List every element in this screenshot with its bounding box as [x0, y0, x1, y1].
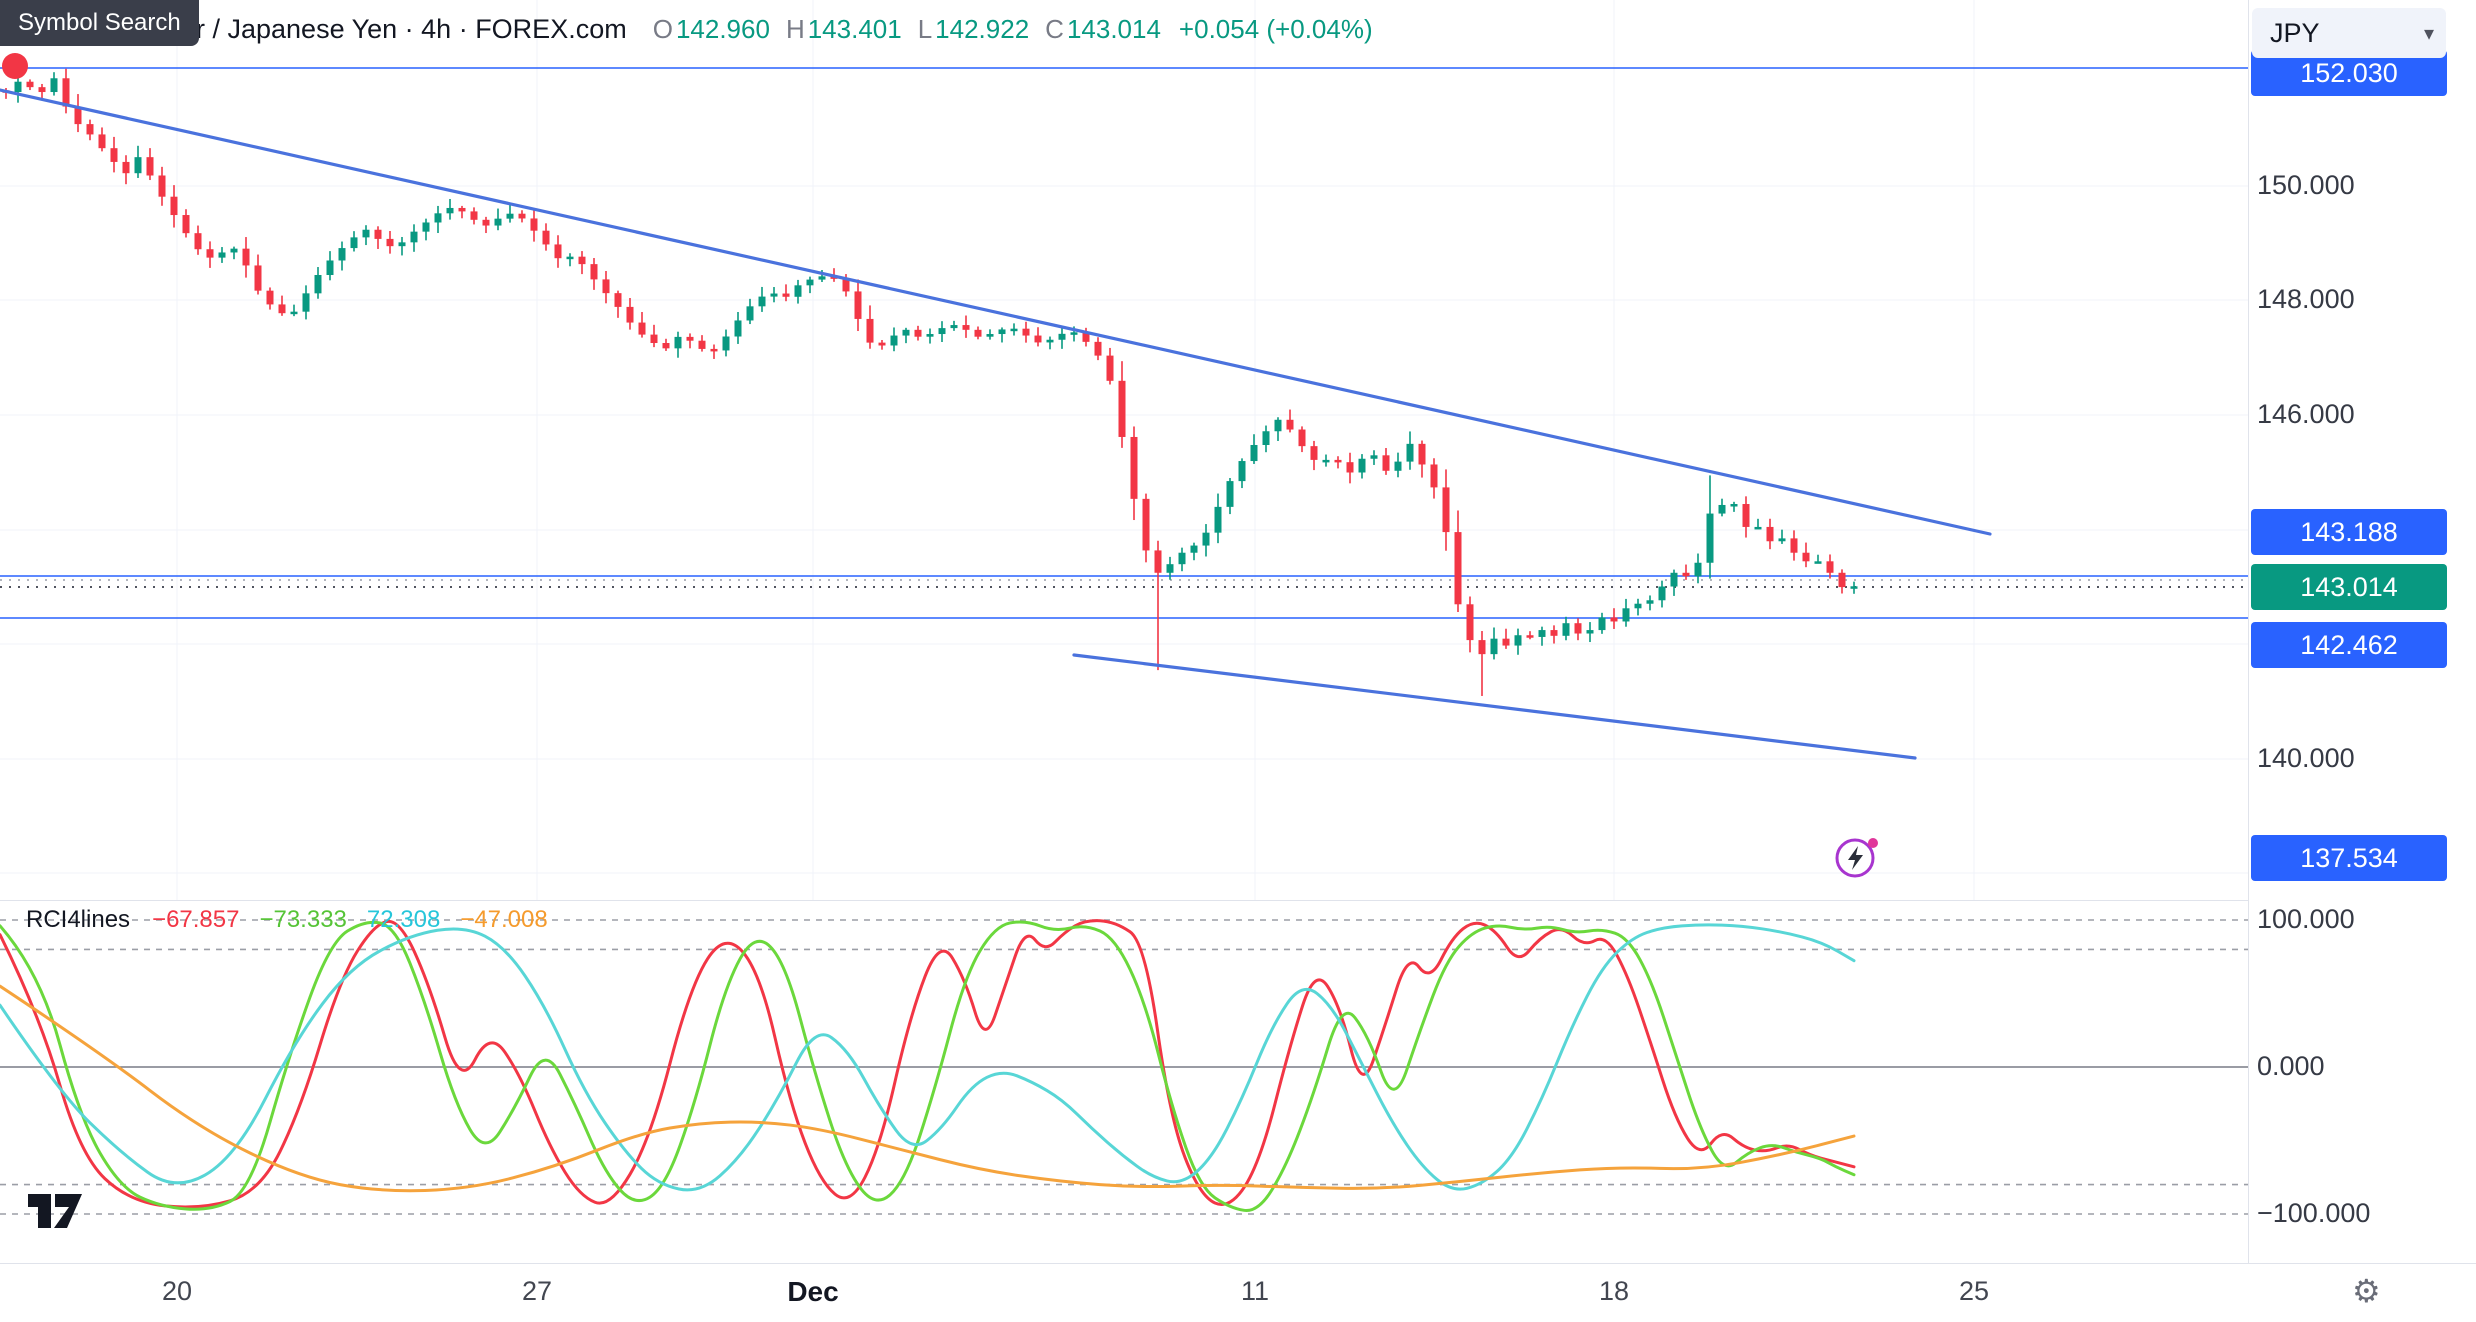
- ohlc-letter: C: [1045, 13, 1064, 44]
- time-axis[interactable]: 20 27 Dec 11 18 25: [0, 1263, 2476, 1322]
- pane-separator[interactable]: [0, 900, 2476, 901]
- ohlc-letter: H: [785, 13, 805, 44]
- price-axis-label: 100.000: [2257, 904, 2355, 934]
- time-axis-label: 27: [521, 1276, 553, 1306]
- indicator-value: −73.333: [259, 906, 347, 933]
- main-chart-pane[interactable]: [0, 0, 2248, 900]
- time-axis-label: 25: [1958, 1276, 1990, 1306]
- rci-line-short: [0, 919, 1856, 1209]
- price-axis-label: 150.000: [2257, 170, 2355, 200]
- price-change: +0.054 (+0.04%): [1178, 13, 1373, 44]
- currency-selector[interactable]: JPY ▾: [2252, 8, 2446, 58]
- price-axis-label: 146.000: [2257, 399, 2355, 429]
- rci-line-long: [0, 923, 1856, 1192]
- indicator-value: 72.308: [366, 906, 441, 933]
- price-axis-separator: [2248, 0, 2249, 1263]
- price-label-box: 143.014: [2251, 564, 2447, 610]
- ohlc-value: 143.401: [807, 13, 902, 44]
- time-axis-label: Dec: [787, 1276, 839, 1307]
- symbol-logo-dot: [2, 53, 28, 79]
- indicator-header: RCI4lines −67.857 −73.333 72.308 −47.008: [26, 906, 568, 934]
- price-axis-label: 148.000: [2257, 284, 2355, 314]
- price-label-box: 143.188: [2251, 509, 2447, 555]
- chart-legend: r / Japanese Yen · 4h · FOREX.com O 142.9…: [196, 8, 1373, 50]
- indicator-values: −67.857 −73.333 72.308 −47.008: [152, 906, 568, 934]
- time-axis-label: 20: [161, 1276, 193, 1306]
- ohlc-letter: O: [652, 13, 673, 44]
- symbol-search-tooltip-label: Symbol Search: [18, 9, 181, 36]
- indicator-name[interactable]: RCI4lines: [26, 906, 131, 933]
- price-axis-label: −100.000: [2257, 1198, 2371, 1228]
- grid: [0, 0, 2248, 900]
- ohlc-value: 142.922: [935, 13, 1030, 44]
- time-axis-label: 18: [1598, 1276, 1630, 1306]
- gear-icon[interactable]: ⚙: [2352, 1273, 2381, 1309]
- rci-chart[interactable]: [0, 900, 2248, 1263]
- time-axis-label: 11: [1240, 1276, 1270, 1306]
- currency-label: JPY: [2270, 17, 2320, 48]
- price-label-box: 137.534: [2251, 835, 2447, 881]
- price-axis-label: 140.000: [2257, 743, 2355, 773]
- flash-icon[interactable]: [1834, 834, 1880, 880]
- ohlc-readout: O 142.960 H 143.401 L 142.922 C 143.014: [653, 14, 1177, 45]
- indicator-value: −47.008: [460, 906, 548, 933]
- price-axis-label: 0.000: [2257, 1051, 2325, 1081]
- indicator-value: −67.857: [152, 906, 240, 933]
- chevron-down-icon: ▾: [2423, 22, 2434, 45]
- symbol-search-tooltip: Symbol Search: [0, 0, 199, 46]
- candlestick-chart[interactable]: [0, 0, 2248, 900]
- trendline-upper-descending: [0, 88, 1992, 536]
- ohlc-value: 142.960: [675, 13, 770, 44]
- candlestick-series: [2, 68, 1858, 696]
- trendline-lower-descending: [1072, 653, 1917, 760]
- price-axis[interactable]: 150.000 148.000 146.000 140.000 100.000 0.000…: [2249, 0, 2476, 1263]
- rci-line-mid: [0, 920, 1856, 1212]
- price-label-box: 142.462: [2251, 622, 2447, 668]
- ohlc-letter: L: [917, 13, 933, 44]
- tradingview-logo[interactable]: [28, 1182, 82, 1228]
- symbol-title[interactable]: r / Japanese Yen · 4h · FOREX.com: [196, 13, 627, 44]
- rci-indicator-pane[interactable]: [0, 900, 2248, 1263]
- ohlc-value: 143.014: [1066, 13, 1161, 44]
- rci-line-slow: [0, 984, 1856, 1193]
